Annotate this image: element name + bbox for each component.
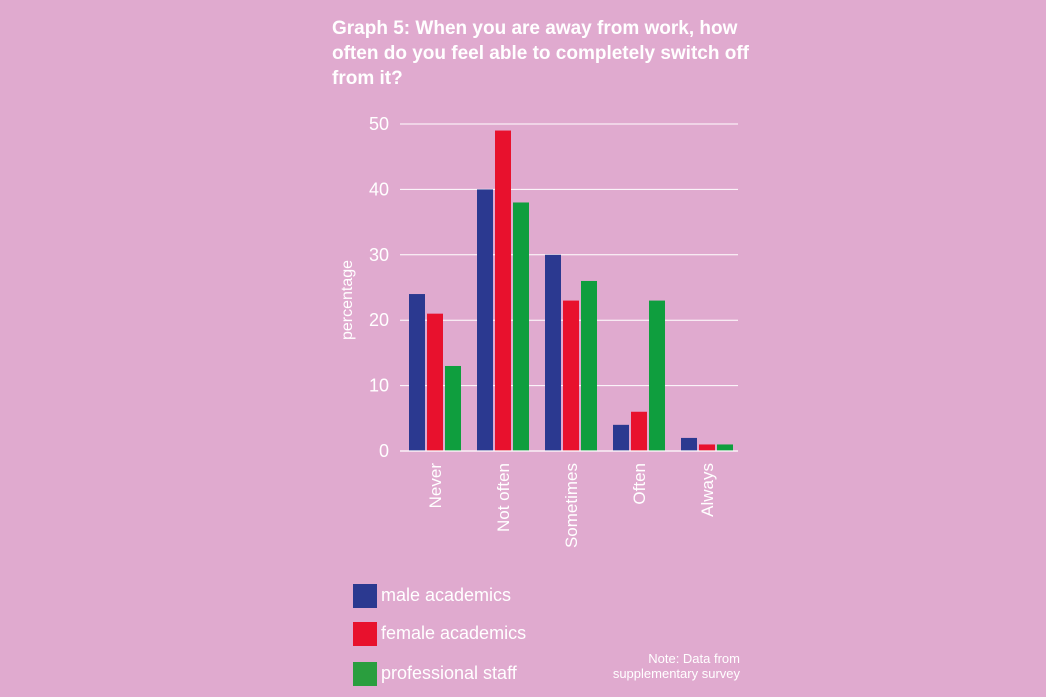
bar-male-academics-always [681,437,697,451]
bar-male-academics-never [409,294,425,451]
y-tick-label: 10 [369,376,389,396]
bar-male-academics-sometimes [545,254,561,451]
x-category-label: Always [698,463,717,517]
bar-female-academics-not-often [495,130,511,452]
legend-swatch [353,622,377,646]
y-tick-label: 30 [369,245,389,265]
bar-female-academics-never [427,313,443,451]
chart-title: Graph 5: When you are away from work, ho… [332,18,749,89]
legend-swatch [353,584,377,608]
y-axis-ticks: 0 10 20 30 40 50 [369,114,389,461]
bars [409,130,733,452]
legend-label: professional staff [381,663,517,683]
bar-professional-staff-never [445,365,461,451]
y-tick-label: 40 [369,179,389,199]
bar-professional-staff-often [649,300,665,451]
bar-male-academics-not-often [477,189,493,451]
x-axis-categories: Never Not often Sometimes Often Always [426,463,717,548]
bar-female-academics-always [699,444,715,451]
bar-male-academics-often [613,424,629,451]
y-tick-label: 0 [379,441,389,461]
x-category-label: Sometimes [562,463,581,548]
y-tick-label: 20 [369,310,389,330]
x-category-label: Never [426,463,445,509]
footnote: Note: Data from supplementary survey [612,651,740,681]
legend-label: male academics [381,585,512,605]
legend-label: female academics [381,623,527,643]
bar-professional-staff-always [717,444,733,451]
bar-female-academics-often [631,411,647,451]
x-category-label: Not often [494,463,513,532]
x-category-label: Often [630,463,649,505]
bar-female-academics-sometimes [563,300,579,451]
bar-professional-staff-sometimes [581,280,597,451]
y-axis-label: percentage [339,260,356,340]
y-tick-label: 50 [369,114,389,134]
legend-swatch [353,662,377,686]
bar-professional-staff-not-often [513,202,529,451]
